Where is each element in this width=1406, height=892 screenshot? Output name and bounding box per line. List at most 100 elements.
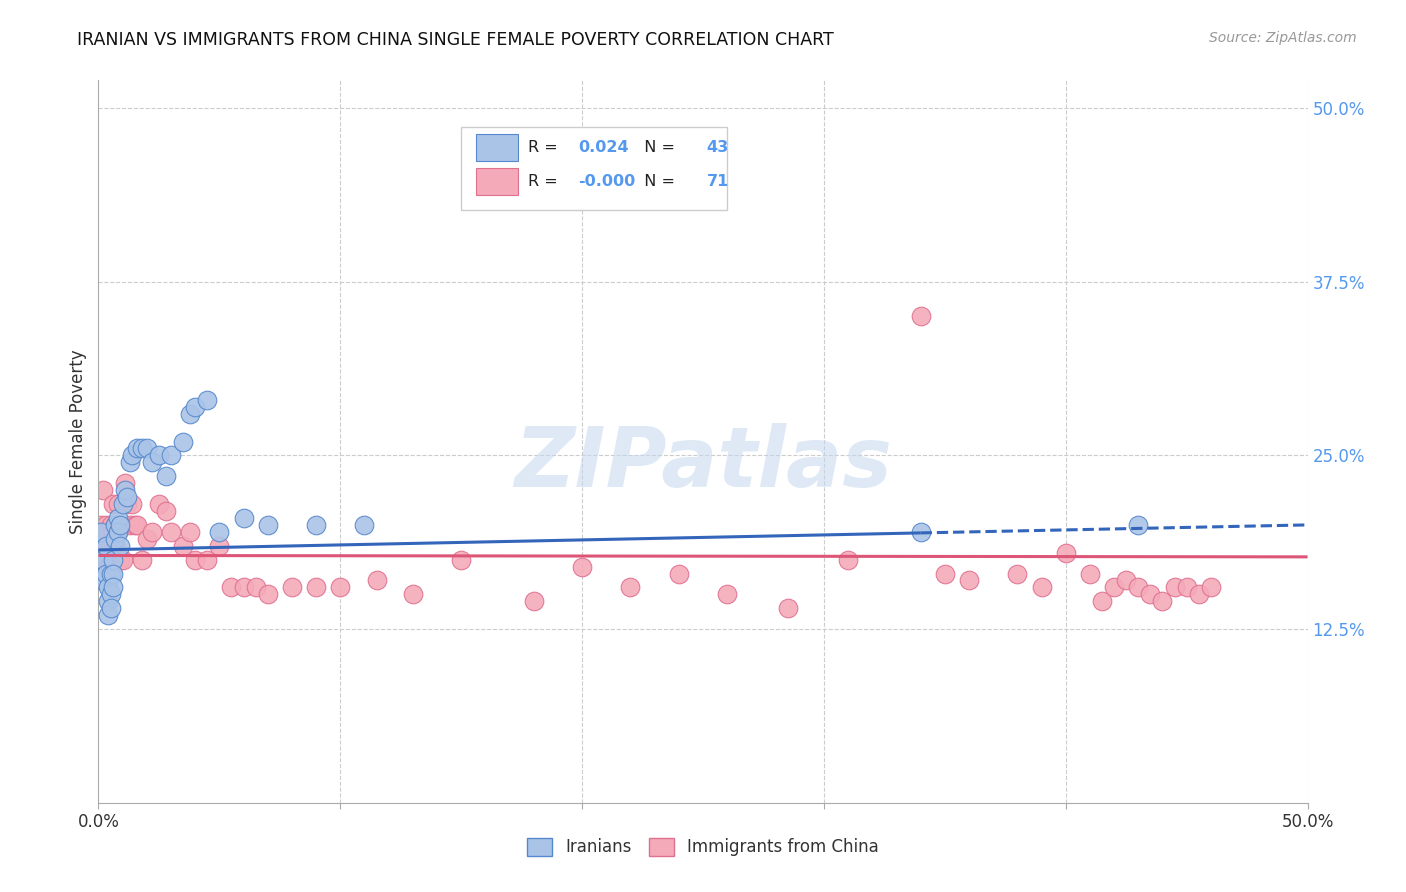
Point (172, 434, 194, 449)
Point (90, 532, 112, 546)
Point (100, 601, 122, 615)
Point (1102, 581, 1125, 595)
Point (111, 552, 134, 566)
Text: ZIPatlas: ZIPatlas (515, 423, 891, 504)
Point (155, 469, 177, 483)
Point (232, 581, 254, 595)
Point (104, 532, 127, 546)
Point (1115, 574, 1137, 588)
Point (97, 594, 120, 608)
Point (281, 581, 304, 595)
Point (571, 559, 593, 574)
Point (107, 497, 129, 511)
Point (108, 517, 131, 532)
Point (107, 524, 129, 539)
Point (1128, 581, 1150, 595)
Point (97, 524, 120, 539)
Point (127, 442, 149, 456)
Point (114, 476, 136, 491)
Point (172, 539, 194, 553)
Point (104, 517, 127, 532)
Point (910, 310, 932, 324)
Y-axis label: Single Female Poverty: Single Female Poverty (69, 350, 87, 533)
Point (108, 539, 131, 553)
Point (141, 455, 163, 469)
Point (118, 455, 141, 469)
Point (91, 574, 114, 588)
Point (135, 442, 157, 456)
Point (402, 587, 425, 601)
FancyBboxPatch shape (475, 168, 517, 195)
Point (107, 524, 129, 539)
Point (100, 517, 122, 532)
Legend: Iranians, Immigrants from China: Iranians, Immigrants from China (520, 831, 886, 863)
Point (117, 497, 139, 511)
FancyBboxPatch shape (475, 134, 517, 161)
Text: 43: 43 (707, 140, 728, 155)
Point (256, 517, 278, 532)
Point (107, 511, 129, 525)
Point (118, 517, 141, 532)
Point (148, 449, 170, 463)
Point (208, 524, 231, 539)
Point (1091, 594, 1114, 608)
Point (329, 581, 352, 595)
Text: -0.000: -0.000 (578, 174, 636, 189)
Point (141, 524, 163, 539)
Point (305, 517, 328, 532)
Point (1139, 587, 1161, 601)
Point (179, 524, 201, 539)
Point (100, 566, 122, 581)
Point (776, 601, 799, 615)
Point (100, 587, 122, 601)
Text: R =: R = (527, 140, 562, 155)
Point (100, 539, 122, 553)
Text: R =: R = (527, 174, 562, 189)
Point (668, 566, 690, 581)
Point (160, 524, 183, 539)
Point (121, 497, 143, 511)
Point (305, 581, 328, 595)
Text: 71: 71 (707, 174, 728, 189)
Point (94, 552, 117, 566)
Point (97, 559, 120, 574)
Point (104, 517, 127, 532)
Point (94, 566, 117, 581)
Point (184, 552, 207, 566)
Point (97, 539, 120, 553)
Point (208, 539, 231, 553)
Point (91, 524, 114, 539)
Point (160, 449, 183, 463)
Point (91, 552, 114, 566)
Point (127, 517, 149, 532)
Point (131, 442, 153, 456)
Point (1054, 546, 1077, 560)
Point (1078, 566, 1101, 581)
Point (117, 490, 139, 504)
Point (101, 566, 124, 581)
Point (101, 581, 124, 595)
Point (221, 581, 243, 595)
Point (619, 581, 641, 595)
Text: N =: N = (634, 140, 681, 155)
Point (121, 449, 143, 463)
Point (114, 483, 136, 498)
Point (1175, 581, 1198, 595)
Point (94, 517, 117, 532)
Point (353, 517, 375, 532)
Point (184, 400, 207, 414)
Point (450, 552, 472, 566)
Point (366, 574, 388, 588)
Point (94, 539, 117, 553)
Text: Source: ZipAtlas.com: Source: ZipAtlas.com (1209, 31, 1357, 45)
Point (1007, 566, 1029, 581)
Point (155, 504, 177, 518)
Point (1031, 581, 1053, 595)
Text: 0.024: 0.024 (578, 140, 628, 155)
Point (256, 587, 278, 601)
Point (90, 517, 112, 532)
Point (1163, 581, 1185, 595)
Point (101, 524, 124, 539)
Point (523, 594, 546, 608)
Point (1128, 517, 1150, 532)
